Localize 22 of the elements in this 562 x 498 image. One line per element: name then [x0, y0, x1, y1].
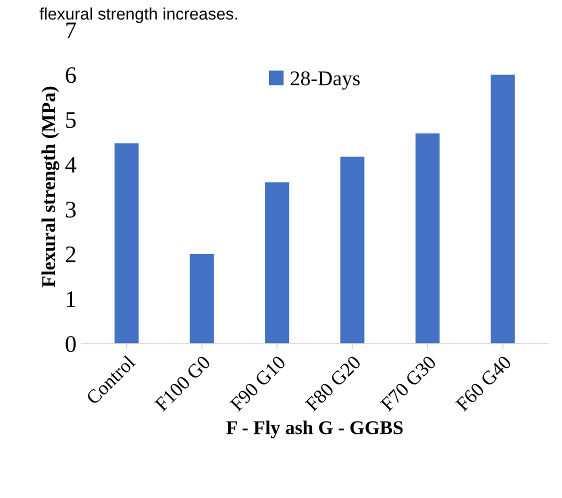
x-tick-label: F80 G20: [304, 354, 362, 412]
x-tick-label: F90 G10: [229, 354, 286, 412]
bar: [416, 133, 440, 344]
y-tick-label: 7: [66, 22, 76, 38]
y-tick-label: 6: [66, 67, 76, 84]
text: flexural strength increases.: [40, 7, 237, 24]
y-tick-label: 2: [66, 246, 76, 262]
legend-label: 28-Days: [290, 71, 360, 90]
bar: [265, 182, 290, 344]
y-tick-label: 0: [66, 336, 76, 352]
y-tick-label: 1: [66, 291, 76, 307]
bar: [490, 74, 515, 344]
y-tick-label: 5: [66, 112, 76, 128]
x-tick-label: F70 G30: [380, 354, 437, 412]
y-tick-label: 3: [66, 202, 76, 218]
bar: [114, 143, 139, 344]
x-tick-label: F60 G40: [455, 354, 512, 412]
bar: [190, 254, 214, 344]
y-tick-label: 4: [65, 156, 76, 173]
bar: [340, 156, 364, 344]
y-axis-title: Flexural strength (MPa): [41, 86, 60, 288]
x-axis-title: F - Fly ash G - GGBS: [226, 420, 403, 438]
